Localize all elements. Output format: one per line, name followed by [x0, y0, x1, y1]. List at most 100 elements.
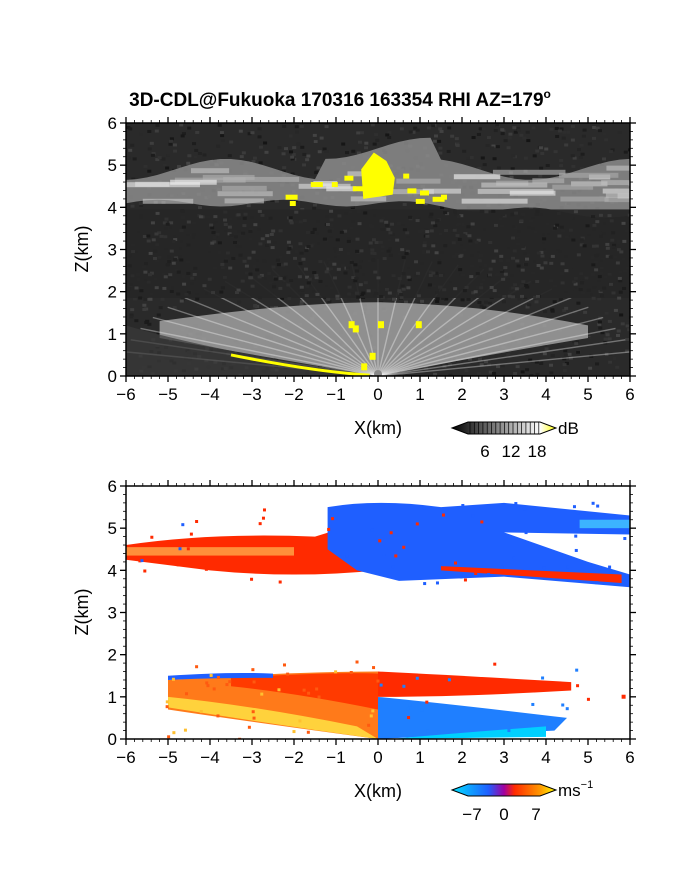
noise-cell	[390, 232, 395, 236]
noise-cell	[477, 166, 482, 170]
noise-cell	[262, 259, 267, 263]
noise-cell	[589, 354, 594, 358]
noise-cell	[313, 140, 318, 144]
noise-cell	[427, 283, 432, 287]
strong-echo-cell	[352, 325, 359, 333]
noise-cell	[166, 153, 171, 157]
noise-cell	[521, 280, 526, 284]
noise-cell	[131, 123, 136, 127]
noise-cell	[139, 132, 144, 136]
noise-cell	[424, 366, 429, 370]
noise-cell	[603, 337, 608, 341]
noise-cell	[500, 128, 505, 132]
velocity-cell	[304, 542, 308, 546]
noise-cell	[605, 246, 610, 250]
intensity-x-tick-label: −3	[242, 385, 261, 404]
noise-cell	[476, 132, 481, 136]
beam-ray	[377, 288, 553, 376]
noise-cell	[242, 224, 247, 228]
noise-cell	[512, 126, 517, 130]
noise-cell	[517, 297, 522, 301]
velocity-cell	[205, 681, 209, 685]
noise-cell	[564, 306, 569, 310]
noise-cell	[608, 150, 613, 154]
velocity-cell	[391, 565, 395, 569]
noise-cell	[219, 290, 224, 294]
noise-cell	[625, 321, 630, 325]
noise-cell	[610, 148, 615, 152]
upper-strong-receding	[126, 547, 294, 556]
noise-cell	[443, 244, 448, 248]
noise-cell	[501, 212, 506, 216]
noise-cell	[372, 252, 377, 256]
noise-cell	[570, 154, 575, 158]
noise-cell	[242, 259, 247, 263]
noise-cell	[444, 297, 449, 301]
noise-cell	[220, 139, 225, 143]
noise-cell	[155, 158, 160, 162]
noise-cell	[219, 131, 224, 135]
noise-cell	[617, 131, 622, 135]
noise-cell	[498, 259, 503, 263]
velocity-cell	[216, 714, 220, 718]
noise-cell	[438, 232, 443, 236]
noise-cell	[423, 202, 428, 206]
noise-cell	[598, 316, 603, 320]
noise-cell	[500, 269, 505, 273]
velocity-cell	[541, 676, 545, 680]
noise-cell	[416, 294, 421, 298]
noise-cell	[176, 165, 181, 169]
noise-cell	[302, 152, 307, 156]
noise-cell	[231, 256, 236, 260]
noise-cell	[305, 246, 310, 250]
velocity-y-tick-label: 6	[108, 477, 117, 496]
noise-cell	[278, 277, 283, 281]
noise-cell	[290, 157, 295, 161]
noise-cell	[309, 244, 314, 248]
noise-cell	[542, 352, 547, 356]
noise-cell	[535, 149, 540, 153]
noise-cell	[514, 211, 519, 215]
noise-cell	[282, 124, 287, 128]
noise-cell	[534, 360, 539, 364]
noise-cell	[487, 363, 492, 367]
intensity-x-tick-label: −5	[158, 385, 177, 404]
noise-cell	[525, 368, 530, 372]
noise-cell	[508, 361, 513, 365]
noise-cell	[322, 237, 327, 241]
noise-cell	[511, 154, 516, 158]
velocity-cell	[372, 666, 376, 670]
velocity-colorbar-tick-min: −7	[462, 805, 481, 824]
noise-cell	[579, 243, 584, 247]
noise-cell	[187, 154, 192, 158]
noise-cell	[176, 270, 181, 274]
strong-echo-cell	[420, 190, 429, 196]
noise-cell	[243, 212, 248, 216]
noise-cell	[156, 313, 161, 317]
noise-cell	[549, 127, 554, 131]
velocity-cell	[415, 676, 419, 680]
noise-cell	[559, 225, 564, 229]
noise-cell	[395, 238, 400, 242]
velocity-cell	[609, 570, 613, 574]
noise-cell	[479, 304, 484, 308]
noise-cell	[305, 230, 310, 234]
noise-cell	[543, 310, 548, 314]
noise-cell	[468, 239, 473, 243]
velocity-cell	[252, 680, 256, 684]
noise-cell	[304, 294, 309, 298]
noise-cell	[415, 128, 420, 132]
noise-cell	[370, 123, 375, 127]
noise-cell	[465, 156, 470, 160]
noise-cell	[380, 227, 385, 231]
noise-cell	[241, 231, 246, 235]
strong-echo-cell	[369, 352, 376, 360]
noise-cell	[196, 305, 201, 309]
noise-cell	[599, 271, 604, 275]
noise-cell	[142, 308, 147, 312]
noise-cell	[351, 276, 356, 280]
noise-cell	[304, 249, 309, 253]
noise-cell	[364, 146, 369, 150]
noise-cell	[572, 265, 577, 269]
noise-cell	[544, 347, 549, 351]
